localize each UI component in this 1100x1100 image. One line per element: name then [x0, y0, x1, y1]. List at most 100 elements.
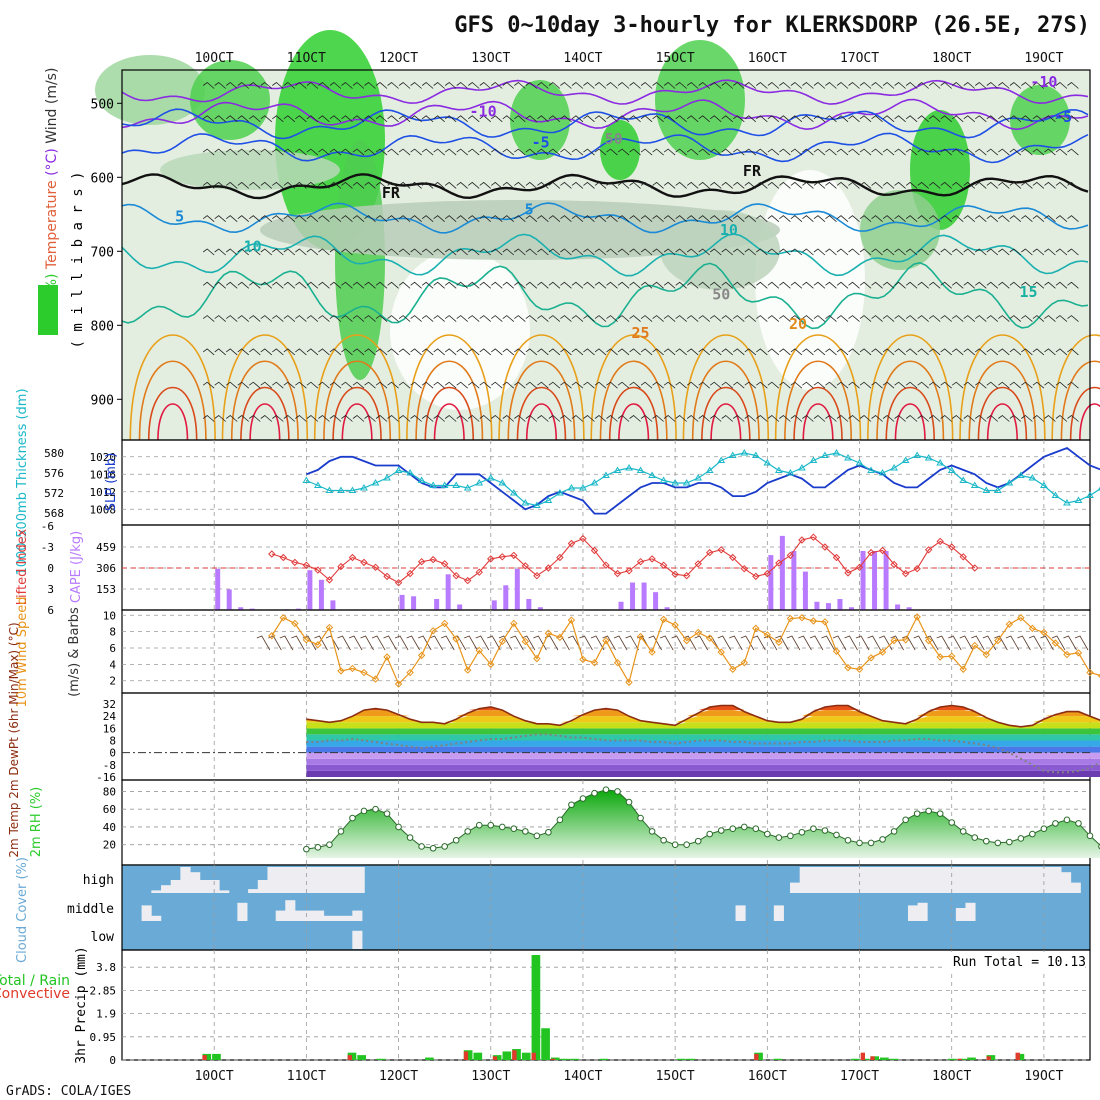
wind-barb: [260, 315, 273, 322]
wind-barb: [756, 81, 768, 89]
wind-barb: [986, 348, 999, 356]
wind-barb: [686, 281, 699, 289]
wind-barb: [502, 315, 515, 322]
wind-barb: [249, 148, 261, 156]
wind-barb: [295, 381, 307, 389]
wind-barb: [537, 181, 549, 189]
wind-barb: [375, 181, 388, 189]
cloud-cell: [1012, 867, 1023, 893]
x-tick-label-bottom: 14OCT: [563, 1069, 602, 1084]
rain-bar: [560, 1058, 570, 1060]
li-point: [337, 562, 345, 571]
warm-contour: [876, 360, 945, 441]
footer-credit: GrADS: COLA/IGES: [6, 1084, 131, 1099]
thickness-point: [1063, 499, 1071, 506]
wind-barb: [237, 215, 250, 223]
wind-barb: [537, 248, 549, 256]
wind-barb: [756, 181, 768, 189]
thickness-point: [486, 474, 495, 481]
wind-barb: [905, 414, 918, 422]
cape-tick-label: 153: [96, 583, 116, 596]
wind-barb: [272, 414, 284, 422]
wind-barb: [606, 215, 618, 223]
surface-wind-barb: [279, 635, 294, 651]
temperature-band: [306, 764, 1100, 771]
rain-bar: [947, 1058, 957, 1060]
wind-barb: [859, 381, 872, 389]
contour-label: 50: [712, 285, 730, 303]
wind-barb: [675, 248, 687, 256]
wind-barb: [663, 315, 676, 322]
cloud-cell: [237, 902, 248, 921]
wind-barb: [802, 248, 814, 256]
wind-barb: [514, 115, 526, 123]
surface-wind-barb: [694, 635, 709, 651]
wind-barb: [790, 414, 803, 422]
wind-barb: [802, 81, 814, 89]
wind-barb: [249, 348, 261, 356]
wind-barb: [456, 381, 468, 389]
x-tick-label-top: 18OCT: [932, 51, 971, 66]
wind-barb: [283, 381, 296, 389]
wind-barb: [583, 414, 595, 422]
rh-point: [729, 825, 737, 833]
wind-barb: [744, 115, 757, 123]
wind-speed-point: [475, 646, 483, 655]
wind-barb: [364, 381, 376, 389]
li-point: [671, 570, 679, 579]
wind-barb: [433, 115, 445, 123]
wind-barb: [975, 148, 987, 156]
thickness-point: [440, 481, 449, 488]
wind-barb: [709, 315, 722, 322]
wind-speed-point: [936, 653, 944, 661]
warm-contour: [341, 403, 373, 441]
wind-barb: [629, 148, 641, 156]
slp-tick-label: 1012: [90, 486, 117, 499]
wind-barb: [571, 148, 584, 156]
wind-barb: [421, 248, 434, 256]
wind-speed-point: [1028, 624, 1037, 633]
wind-barb: [491, 281, 503, 289]
wind-barb: [467, 348, 480, 356]
wind-barb: [652, 381, 664, 389]
li-point: [602, 561, 610, 569]
rh-shading: [160, 150, 340, 190]
wind-barb: [479, 281, 492, 289]
surface-wind-barb: [971, 635, 985, 651]
wind-barb: [836, 248, 849, 256]
wind-barb: [202, 315, 215, 322]
x-tick-label-bottom: 18OCT: [932, 1069, 971, 1084]
wind-barb: [525, 381, 538, 389]
wind-barb: [951, 315, 964, 322]
wind-barb: [963, 181, 976, 189]
rh-tick-label: 20: [103, 839, 116, 852]
cloud-cell: [352, 910, 363, 921]
cloud-cell: [925, 867, 936, 893]
wind-barb: [398, 315, 411, 322]
cape-bar: [849, 607, 854, 610]
li-point: [844, 569, 852, 577]
wind-barb: [202, 348, 215, 356]
wind-barb: [975, 414, 987, 422]
wind-barb: [894, 148, 906, 156]
rh-point: [787, 832, 794, 840]
wind-barb: [479, 381, 492, 389]
contour-label: 10: [244, 237, 262, 255]
rh-legend-swatch: [38, 285, 58, 335]
rain-bar: [599, 1058, 608, 1060]
wind-barb: [225, 348, 238, 356]
wind-barb: [721, 315, 734, 322]
cloud-level-label: low: [91, 930, 115, 945]
wind-barb: [629, 381, 641, 389]
surface-wind-barb: [786, 635, 801, 651]
wind-barb: [859, 348, 872, 356]
wind-barb: [1021, 281, 1033, 289]
cloud-cell: [333, 915, 344, 921]
thickness-point: [1086, 491, 1094, 498]
y-tick-label: 900: [91, 393, 114, 408]
warm-contour: [221, 334, 309, 441]
wind-barb: [410, 315, 422, 322]
wind-barb: [1067, 281, 1079, 289]
wind-barb: [663, 381, 676, 389]
li-point: [659, 561, 668, 569]
